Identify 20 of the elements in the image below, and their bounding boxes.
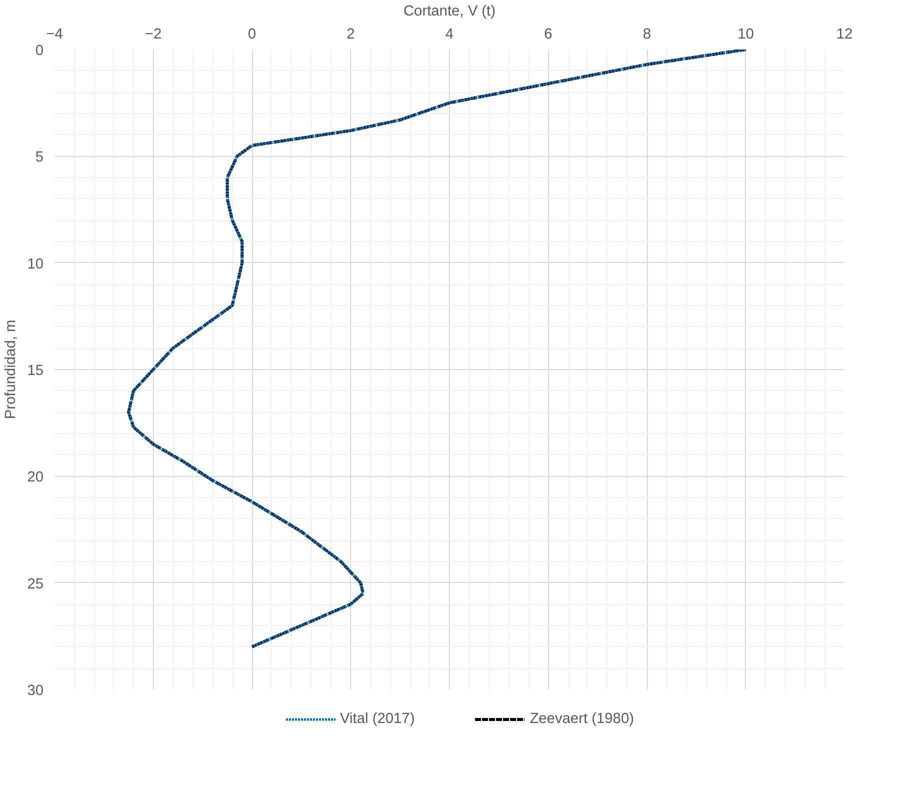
y-tick-label: 0 — [35, 43, 44, 59]
x-tick-label: 12 — [836, 26, 853, 42]
x-tick-label: 0 — [248, 26, 256, 42]
y-axis-title: Profundidad, m — [3, 320, 20, 420]
y-tick-label: 30 — [27, 683, 44, 699]
legend-label: Vital (2017) — [340, 711, 415, 727]
legend-label: Zeevaert (1980) — [530, 711, 634, 727]
x-tick-label: 2 — [346, 26, 355, 42]
x-tick-label: 10 — [738, 26, 754, 42]
y-tick-label: 25 — [27, 576, 44, 592]
y-tick-label: 10 — [27, 256, 44, 272]
y-tick-label: 20 — [27, 470, 44, 486]
x-tick-label: 8 — [642, 26, 652, 42]
x-tick-label: −2 — [144, 26, 162, 42]
y-tick-label: 15 — [27, 363, 44, 379]
y-tick-label: 5 — [35, 150, 44, 166]
x-tick-label: 6 — [544, 26, 552, 42]
x-tick-label: −4 — [46, 26, 63, 42]
x-axis-title: Cortante, V (t) — [403, 4, 496, 20]
x-tick-label: 4 — [445, 26, 454, 42]
